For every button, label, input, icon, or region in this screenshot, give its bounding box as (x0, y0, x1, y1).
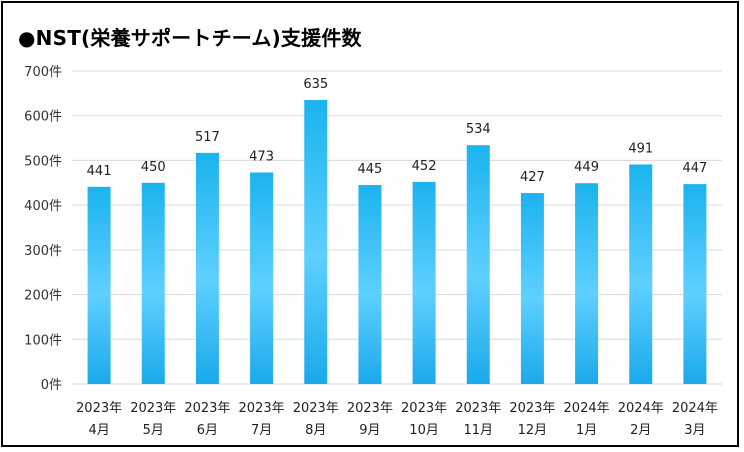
x-tick-label-month: 7月 (251, 423, 272, 438)
x-tick-label-month: 12月 (518, 423, 548, 438)
x-tick-label-year: 2024年 (618, 401, 664, 416)
x-axis-categories: 2023年 4月 2023年 5月 2023年 6月 2023年 7月 2023年 8月 2023年… (76, 401, 718, 438)
y-tick-label: 200件 (24, 289, 62, 304)
x-tick-label-month: 6月 (197, 423, 218, 438)
data-label: 534 (466, 122, 491, 137)
data-label: 427 (520, 170, 545, 185)
data-label: 441 (87, 164, 112, 179)
bar (629, 164, 653, 384)
x-tick-label-year: 2023年 (184, 401, 230, 416)
y-tick-label: 500件 (24, 154, 62, 169)
bar (466, 145, 490, 384)
data-label: 450 (141, 160, 166, 175)
y-axis-ticks: 0件 100件 200件 300件 400件 500件 600件 700件 (24, 65, 62, 393)
data-label: 473 (249, 150, 274, 165)
x-tick-label-month: 9月 (359, 423, 380, 438)
x-tick-label-year: 2024年 (564, 401, 610, 416)
x-tick-label-month: 8月 (305, 423, 326, 438)
data-label: 447 (683, 161, 708, 176)
data-label: 491 (628, 141, 653, 156)
x-tick-label-month: 4月 (88, 423, 109, 438)
y-tick-label: 100件 (24, 333, 62, 348)
x-tick-label-year: 2023年 (293, 401, 339, 416)
bars (87, 100, 707, 385)
y-tick-label: 0件 (41, 378, 62, 393)
chart-title: ●NST(栄養サポートチーム)支援件数 (18, 26, 362, 50)
y-tick-label: 400件 (24, 199, 62, 214)
x-tick-label-month: 2月 (630, 423, 651, 438)
x-tick-label-month: 3月 (684, 423, 705, 438)
data-label: 635 (303, 77, 328, 92)
x-tick-label-year: 2023年 (455, 401, 501, 416)
x-tick-label-year: 2023年 (401, 401, 447, 416)
x-tick-label-month: 5月 (143, 423, 164, 438)
x-tick-label-month: 10月 (409, 423, 439, 438)
y-tick-label: 300件 (24, 244, 62, 259)
bar (195, 152, 219, 384)
bar (575, 183, 599, 384)
data-label: 517 (195, 130, 220, 145)
x-tick-label-year: 2024年 (672, 401, 718, 416)
data-label: 449 (574, 160, 599, 175)
bar (412, 181, 436, 384)
x-tick-label-year: 2023年 (239, 401, 285, 416)
x-tick-label-year: 2023年 (76, 401, 122, 416)
data-labels: 441 450 517 473 635 445 452 534 427 449 491 447 (87, 77, 708, 185)
x-tick-label-year: 2023年 (347, 401, 393, 416)
y-tick-label: 600件 (24, 110, 62, 125)
bar (141, 182, 165, 384)
bar (683, 184, 707, 384)
x-tick-label-year: 2023年 (509, 401, 555, 416)
x-tick-label-month: 1月 (576, 423, 597, 438)
y-tick-label: 700件 (24, 65, 62, 80)
x-tick-label-month: 11月 (463, 423, 493, 438)
bar (304, 100, 328, 385)
bar (250, 172, 274, 384)
bar (520, 193, 544, 384)
x-tick-label-year: 2023年 (130, 401, 176, 416)
data-label: 452 (412, 159, 437, 174)
data-label: 445 (358, 162, 383, 177)
bar (87, 186, 111, 384)
bar (358, 185, 382, 384)
gridlines (72, 70, 722, 385)
